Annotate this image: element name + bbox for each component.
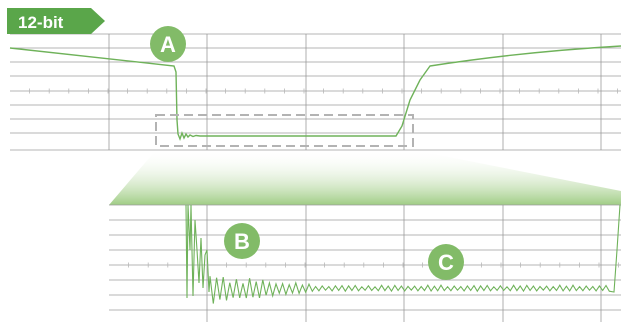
zoomed-waveform-trace: [185, 204, 621, 304]
callout-b: B: [224, 223, 260, 259]
callout-c-circle: [428, 244, 464, 280]
callout-a: A: [150, 26, 186, 62]
zoomed-plot-grid: [109, 204, 621, 322]
zoom-projection: [109, 150, 621, 205]
badge-shape: [7, 8, 105, 34]
top-plot-grid: [10, 33, 621, 151]
bit-depth-badge: 12-bit: [7, 8, 105, 34]
top-waveform-trace: [9, 45, 621, 142]
callout-a-circle: [150, 26, 186, 62]
callout-c-label: C: [438, 250, 454, 275]
callout-c: C: [428, 244, 464, 280]
callout-b-label: B: [234, 229, 250, 254]
callout-a-label: A: [160, 32, 176, 57]
zoom-selection-box: [155, 114, 414, 147]
badge-label: 12-bit: [18, 13, 64, 32]
callout-b-circle: [224, 223, 260, 259]
